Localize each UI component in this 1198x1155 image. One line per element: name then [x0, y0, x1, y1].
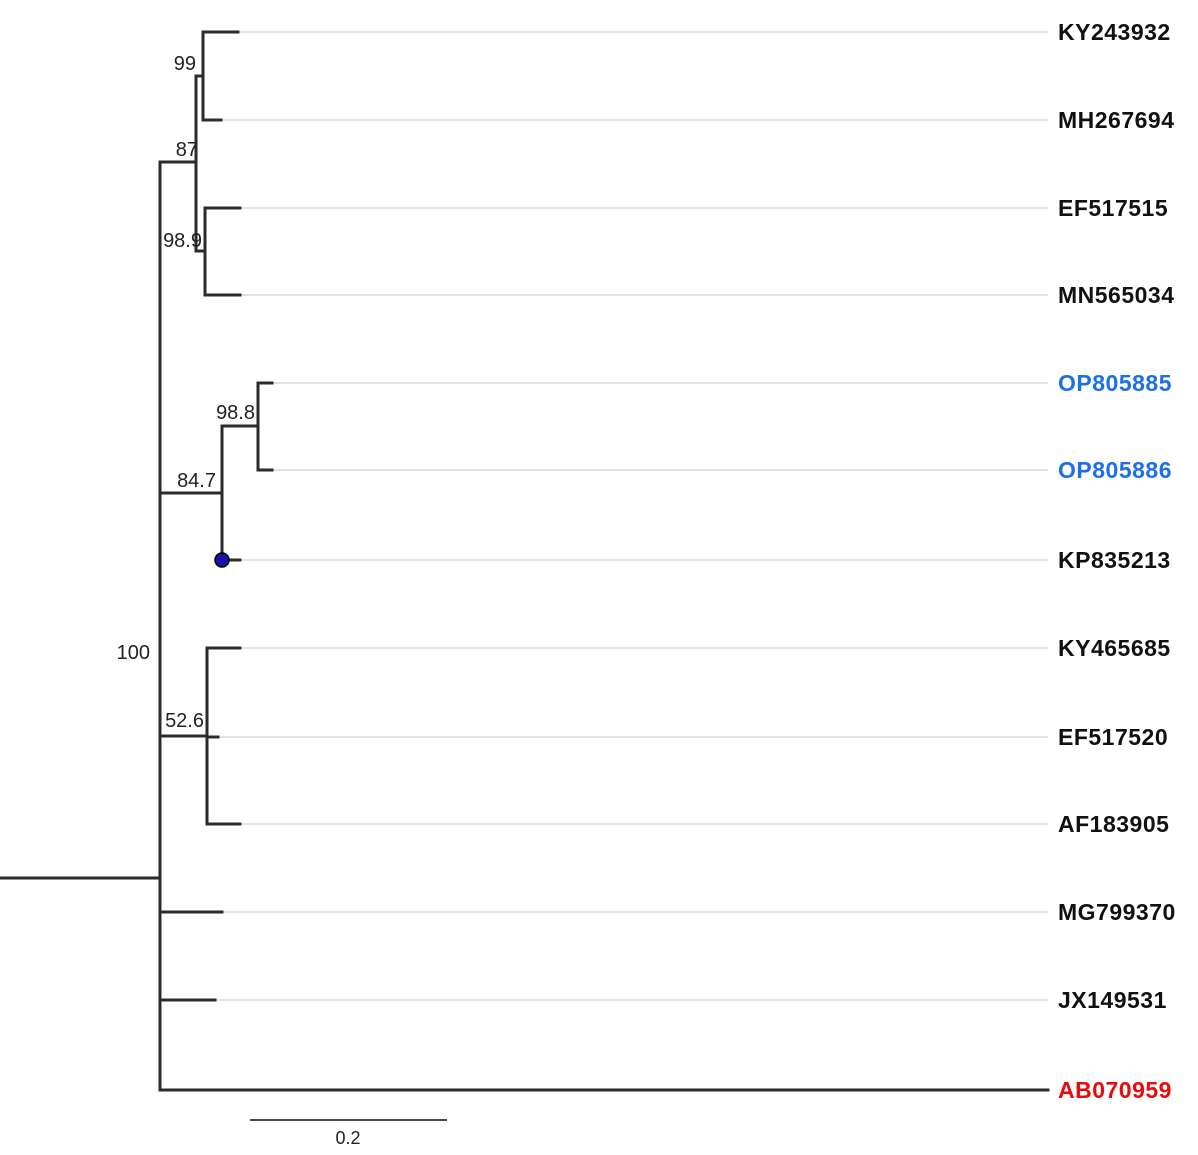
support-value-526: 52.6 — [165, 710, 204, 732]
support-value-989: 98.9 — [163, 230, 202, 252]
taxon-label-op805885: OP805885 — [1058, 370, 1172, 396]
support-value-99: 99 — [174, 53, 196, 75]
taxon-label-ef517520: EF517520 — [1058, 724, 1168, 750]
taxon-label-af183905: AF183905 — [1058, 811, 1169, 837]
taxon-label-mg799370: MG799370 — [1058, 899, 1176, 925]
taxon-label-jx149531: JX149531 — [1058, 987, 1167, 1013]
support-value-100: 100 — [117, 642, 150, 664]
support-values: 99 87 98.9 98.8 84.7 100 52.6 — [117, 53, 255, 732]
support-value-87: 87 — [176, 139, 198, 161]
taxon-label-ky243932: KY243932 — [1058, 19, 1171, 45]
tree-branches — [0, 30, 1050, 1092]
guide-lines — [215, 31, 1048, 1001]
taxon-labels: KY243932 MH267694 EF517515 MN565034 OP80… — [1058, 19, 1176, 1103]
taxon-label-mn565034: MN565034 — [1058, 282, 1175, 308]
taxon-label-op805886: OP805886 — [1058, 457, 1172, 483]
taxon-label-ab070959: AB070959 — [1058, 1077, 1172, 1103]
support-value-847: 84.7 — [177, 470, 216, 492]
scale-bar-label: 0.2 — [335, 1128, 360, 1148]
taxon-label-mh267694: MH267694 — [1058, 107, 1175, 133]
taxon-label-kp835213: KP835213 — [1058, 547, 1171, 573]
support-value-988: 98.8 — [216, 402, 255, 424]
scale-bar: 0.2 — [250, 1119, 447, 1148]
taxon-label-ef517515: EF517515 — [1058, 195, 1168, 221]
taxon-label-ky465685: KY465685 — [1058, 635, 1171, 661]
node-marker-dot — [214, 552, 230, 568]
